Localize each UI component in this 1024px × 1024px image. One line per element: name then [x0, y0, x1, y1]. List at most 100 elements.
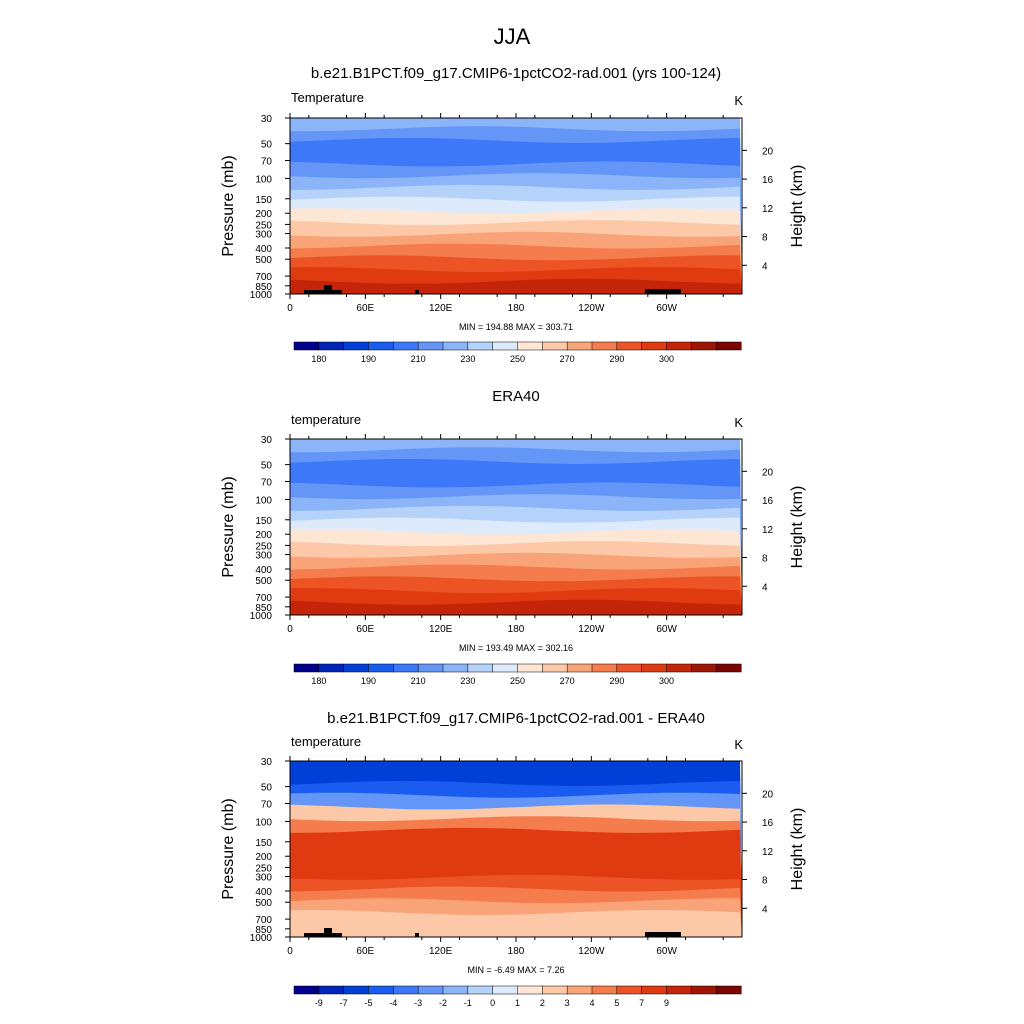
colorbar-label: 300 — [659, 676, 674, 686]
y-axis-right-label: Height (km) — [789, 486, 806, 569]
colorbar-label: 3 — [565, 998, 570, 1008]
colorbar-swatch — [715, 985, 742, 995]
x-tick-label: 180 — [508, 946, 525, 957]
p-tick-label: 200 — [255, 209, 272, 220]
topography-mask — [645, 289, 681, 294]
colorbar-swatch — [542, 663, 568, 673]
colorbar-swatch — [467, 341, 494, 351]
colorbar-swatch — [293, 663, 320, 673]
colorbar-swatch — [517, 341, 543, 351]
colorbar-label: 1 — [515, 998, 520, 1008]
p-tick-label: 200 — [255, 530, 272, 541]
colorbar-swatch — [641, 663, 668, 673]
z-tick-label: 4 — [762, 904, 768, 915]
colorbar-label: 180 — [311, 676, 326, 686]
topography-mask — [304, 933, 332, 937]
colorbar-swatch — [417, 663, 444, 673]
x-tick-label: 180 — [508, 303, 525, 314]
colorbar-swatch — [293, 341, 320, 351]
colorbar-swatch — [616, 985, 643, 995]
p-tick-label: 100 — [255, 495, 272, 506]
p-tick-label: 70 — [261, 157, 273, 168]
p-tick-label: 30 — [261, 757, 273, 768]
colorbar-label: -4 — [389, 998, 397, 1008]
z-tick-label: 12 — [762, 204, 774, 215]
figure-title: JJA — [494, 24, 531, 49]
colorbar-swatch — [666, 341, 692, 351]
z-tick-label: 8 — [762, 233, 768, 244]
p-tick-label: 400 — [255, 244, 272, 255]
colorbar-swatch — [442, 663, 469, 673]
topography-mask — [645, 932, 681, 937]
p-tick-label: 50 — [261, 783, 273, 794]
contour-band — [290, 278, 742, 294]
p-tick-label: 850 — [255, 603, 272, 614]
x-tick-label: 60E — [356, 624, 374, 635]
min-max-label: MIN = 193.49 MAX = 302.16 — [459, 643, 573, 653]
colorbar-swatch — [715, 663, 742, 673]
y-axis-label: Pressure (mb) — [220, 798, 237, 899]
z-tick-label: 16 — [762, 175, 774, 186]
colorbar-label: -5 — [364, 998, 372, 1008]
topography-mask — [324, 928, 332, 937]
colorbar-label: -2 — [439, 998, 447, 1008]
p-tick-label: 700 — [255, 272, 272, 283]
colorbar-swatch — [467, 985, 494, 995]
colorbar-label: 210 — [411, 676, 426, 686]
panel-1: b.e21.B1PCT.f09_g17.CMIP6-1pctCO2-rad.00… — [220, 65, 806, 364]
colorbar-label: 290 — [609, 354, 624, 364]
p-tick-label: 200 — [255, 852, 272, 863]
colorbar-swatch — [492, 663, 519, 673]
x-tick-label: 120W — [578, 624, 605, 635]
x-tick-label: 0 — [287, 624, 293, 635]
panel-left-string: temperature — [291, 734, 361, 749]
x-tick-label: 60W — [656, 946, 677, 957]
colorbar-swatch — [616, 663, 643, 673]
colorbar-label: 190 — [361, 676, 376, 686]
colorbar-label: 0 — [490, 998, 495, 1008]
colorbar-swatch — [318, 663, 345, 673]
y-axis-right-label: Height (km) — [789, 165, 806, 248]
colorbar-label: -9 — [315, 998, 323, 1008]
colorbar-label: 190 — [361, 354, 376, 364]
p-tick-label: 150 — [255, 516, 272, 527]
p-tick-label: 500 — [255, 576, 272, 587]
p-tick-label: 850 — [255, 282, 272, 293]
panel-units: K — [734, 415, 743, 430]
p-tick-label: 30 — [261, 114, 273, 125]
x-tick-label: 60E — [356, 303, 374, 314]
p-tick-label: 150 — [255, 195, 272, 206]
colorbar-swatch — [368, 663, 394, 673]
colorbar-swatch — [691, 985, 717, 995]
colorbar-swatch — [343, 985, 370, 995]
topography-mask — [304, 290, 332, 294]
colorbar-swatch — [517, 663, 543, 673]
colorbar-swatch — [293, 985, 320, 995]
panel-units: K — [734, 93, 743, 108]
topography-mask — [332, 933, 342, 937]
p-tick-label: 1000 — [250, 611, 273, 622]
panel-2: ERA40 temperature K 0 60E 120E 180 120W 60W 3… — [220, 388, 806, 686]
panel-title: b.e21.B1PCT.f09_g17.CMIP6-1pctCO2-rad.00… — [327, 710, 705, 727]
colorbar-swatch — [641, 985, 668, 995]
colorbar-swatch — [393, 985, 419, 995]
colorbar-label: 180 — [311, 354, 326, 364]
colorbar-swatch — [393, 341, 419, 351]
p-tick-label: 300 — [255, 230, 272, 241]
p-tick-label: 150 — [255, 838, 272, 849]
colorbar-swatch — [616, 341, 643, 351]
colorbar-swatch — [492, 985, 519, 995]
colorbar-swatch — [641, 341, 668, 351]
x-tick-label: 120E — [429, 303, 453, 314]
x-tick-label: 0 — [287, 303, 293, 314]
colorbar-label: 230 — [460, 676, 475, 686]
colorbar-swatch — [591, 341, 618, 351]
colorbar-swatch — [393, 663, 419, 673]
colorbar-label: 9 — [664, 998, 669, 1008]
colorbar-label: 4 — [589, 998, 594, 1008]
y-axis-right-label: Height (km) — [789, 808, 806, 891]
p-tick-label: 100 — [255, 817, 272, 828]
z-tick-label: 16 — [762, 496, 774, 507]
z-tick-label: 4 — [762, 582, 768, 593]
p-tick-label: 70 — [261, 800, 273, 811]
